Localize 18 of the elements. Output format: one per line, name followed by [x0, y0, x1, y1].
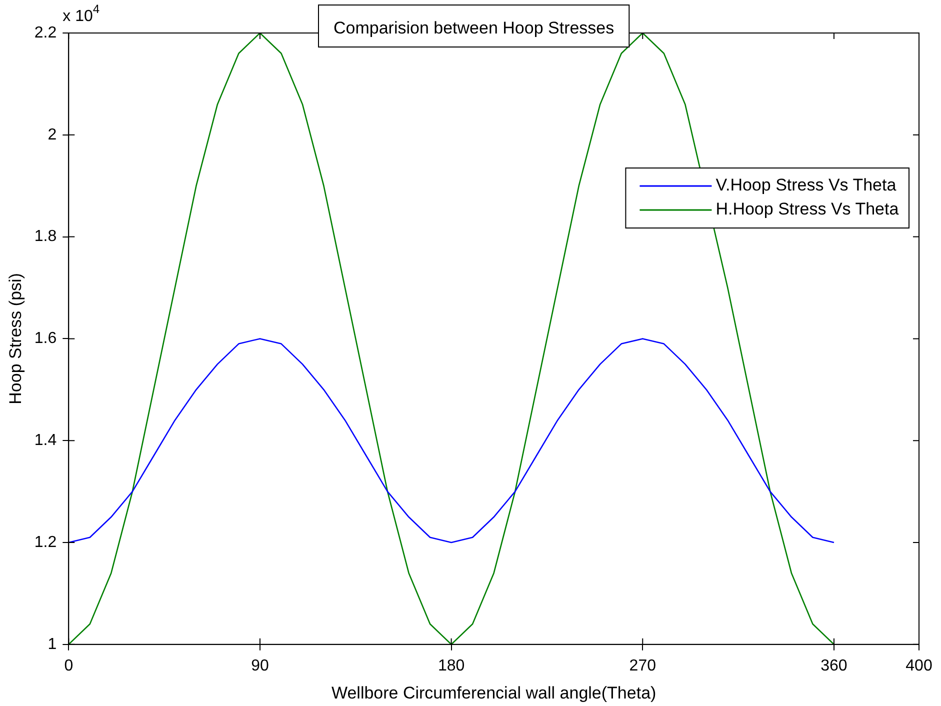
- legend-label: H.Hoop Stress Vs Theta: [716, 200, 900, 219]
- y-tick-label: 1: [48, 636, 57, 653]
- y-tick-label: 1.8: [34, 228, 57, 246]
- y-tick-label: 1.6: [34, 330, 57, 348]
- x-tick-label: 0: [64, 657, 74, 674]
- x-tick-label: 270: [629, 657, 656, 674]
- x-tick-label: 400: [906, 657, 932, 674]
- x-tick-label: 90: [251, 657, 269, 674]
- y-tick-label: 1.4: [34, 432, 57, 450]
- chart-title: Comparision between Hoop Stresses: [334, 18, 614, 38]
- x-axis-title: Wellbore Circumferencial wall angle(Theta): [331, 683, 656, 702]
- x-tick-label: 360: [820, 657, 848, 674]
- y-tick-label: 2: [48, 126, 57, 144]
- x-tick-label: 180: [438, 657, 465, 674]
- y-tick-label: 2.2: [34, 24, 57, 42]
- y-tick-label: 1.2: [34, 534, 57, 551]
- legend-label: V.Hoop Stress Vs Theta: [716, 176, 897, 195]
- y-axis-title: Hoop Stress (psi): [6, 273, 25, 404]
